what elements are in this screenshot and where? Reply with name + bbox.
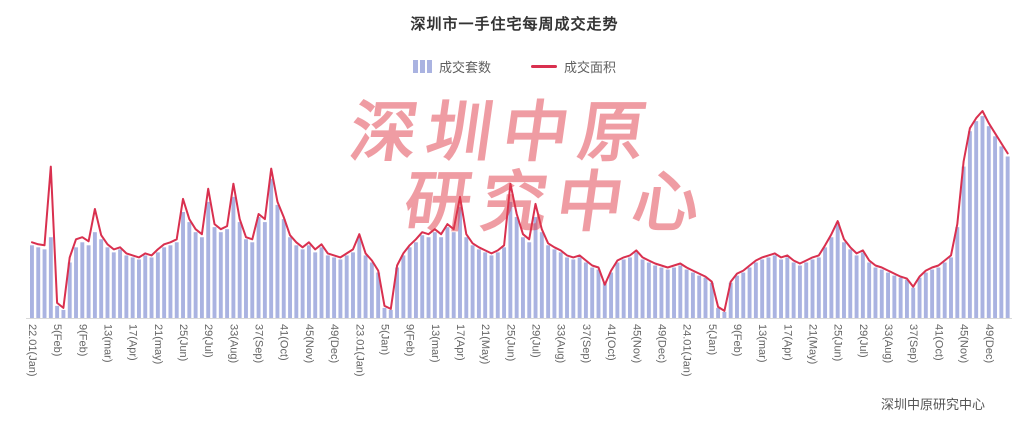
svg-text:9(Feb): 9(Feb) (76, 324, 88, 356)
svg-text:33(Aug): 33(Aug) (882, 324, 894, 363)
bar-series (30, 116, 1010, 318)
svg-text:23.01(Jan): 23.01(Jan) (353, 324, 365, 377)
svg-text:49(Dec): 49(Dec) (983, 324, 995, 363)
x-axis-tick-labels: 22.01(Jan) 5(Feb) 9(Feb) 13(mar) 17(Apr) 21(m… (26, 324, 995, 377)
svg-text:9(Feb): 9(Feb) (731, 324, 743, 356)
svg-text:37(Sep): 37(Sep) (580, 324, 592, 363)
svg-text:5(Jan): 5(Jan) (706, 324, 718, 355)
legend: 成交套数 成交面积 (0, 57, 1029, 76)
legend-item-units[interactable]: 成交套数 (412, 57, 491, 76)
svg-text:25(Jun): 25(Jun) (832, 324, 844, 361)
svg-text:49(Dec): 49(Dec) (328, 324, 340, 363)
svg-text:41(Oct): 41(Oct) (605, 324, 617, 361)
svg-text:33(Aug): 33(Aug) (227, 324, 239, 363)
svg-text:17(Apr): 17(Apr) (454, 324, 466, 361)
svg-text:37(Sep): 37(Sep) (253, 324, 265, 363)
svg-text:5(Jan): 5(Jan) (379, 324, 391, 355)
svg-text:21(May): 21(May) (479, 324, 491, 364)
source-caption: 深圳中原研究中心 (880, 397, 985, 412)
svg-text:17(Apr): 17(Apr) (127, 324, 139, 361)
svg-text:41(Oct): 41(Oct) (278, 324, 290, 361)
bar-series-icon (412, 60, 432, 73)
page-title: 深圳市一手住宅每周成交走势 (410, 16, 619, 33)
svg-text:22.01(Jan): 22.01(Jan) (26, 324, 38, 377)
svg-text:17(Apr): 17(Apr) (781, 324, 793, 361)
svg-text:29(Jul): 29(Jul) (530, 324, 542, 358)
legend-label-units: 成交套数 (438, 60, 491, 75)
svg-text:37(Sep): 37(Sep) (907, 324, 919, 363)
svg-text:25(Jun): 25(Jun) (177, 324, 189, 361)
svg-text:33(Aug): 33(Aug) (555, 324, 567, 363)
svg-text:13(mar): 13(mar) (756, 324, 768, 363)
svg-text:45(Nov): 45(Nov) (303, 324, 315, 363)
svg-text:9(Feb): 9(Feb) (404, 324, 416, 356)
svg-text:41(Oct): 41(Oct) (932, 324, 944, 361)
line-series-icon (531, 65, 557, 68)
svg-text:45(Nov): 45(Nov) (630, 324, 642, 363)
svg-text:29(Jul): 29(Jul) (857, 324, 869, 358)
legend-item-area[interactable]: 成交面积 (531, 57, 616, 76)
svg-text:45(Nov): 45(Nov) (958, 324, 970, 363)
svg-text:5(Feb): 5(Feb) (51, 324, 63, 356)
svg-text:29(Jul): 29(Jul) (202, 324, 214, 358)
svg-text:21(May): 21(May) (807, 324, 819, 364)
svg-text:13(mar): 13(mar) (102, 324, 114, 363)
svg-text:24.01(Jan): 24.01(Jan) (681, 324, 693, 377)
svg-text:21(may): 21(may) (152, 324, 164, 364)
svg-text:25(Jun): 25(Jun) (504, 324, 516, 361)
legend-label-area: 成交面积 (564, 60, 617, 75)
line-series (31, 110, 1009, 312)
svg-text:49(Dec): 49(Dec) (655, 324, 667, 363)
svg-text:13(mar): 13(mar) (429, 324, 441, 363)
